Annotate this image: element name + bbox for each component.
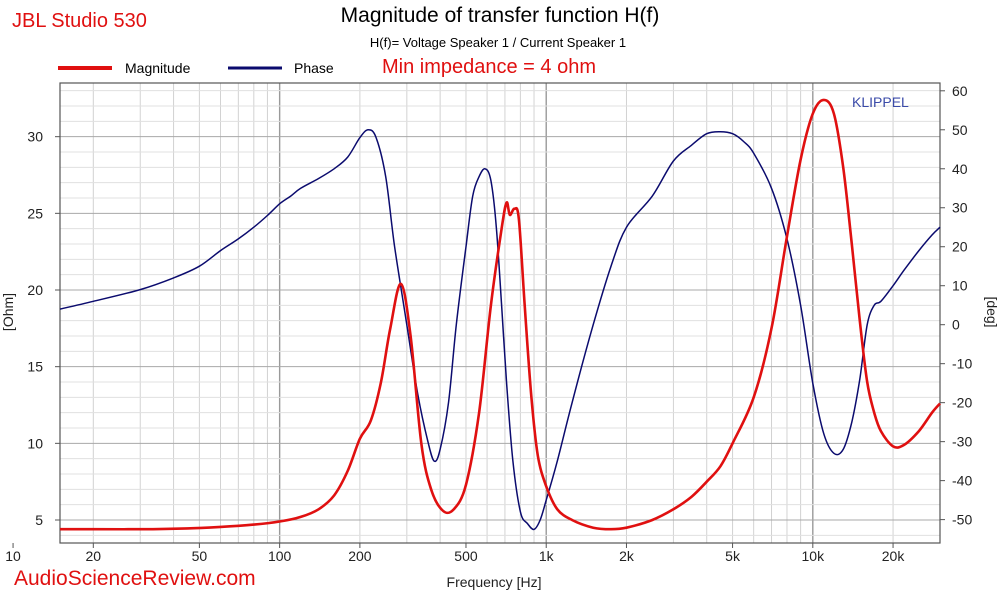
y-right-tick-label: -40 — [952, 473, 972, 489]
min-impedance-annotation: Min impedance = 4 ohm — [382, 56, 596, 78]
x-tick-label: 20k — [882, 548, 906, 564]
y-right-tick-label: 0 — [952, 317, 960, 333]
x-tick-label: 5k — [725, 548, 741, 564]
y-left-tick-label: 15 — [27, 359, 43, 375]
y-left-tick-label: 30 — [27, 129, 43, 145]
x-tick-label: 10 — [5, 548, 21, 564]
y-left-tick-labels: 5 10 15 20 25 30 — [27, 129, 60, 528]
y-right-tick-label: 10 — [952, 278, 968, 294]
legend-magnitude-label: Magnitude — [125, 60, 191, 76]
y-right-tick-label: 30 — [952, 200, 968, 216]
x-tick-label: 50 — [192, 548, 208, 564]
y-left-tick-label: 5 — [35, 512, 43, 528]
y-left-tick-label: 10 — [27, 435, 43, 451]
grid — [60, 83, 941, 543]
plot-frame — [59, 82, 941, 544]
site-watermark: AudioScienceReview.com — [14, 567, 256, 590]
chart-subtitle: H(f)= Voltage Speaker 1 / Current Speake… — [370, 35, 626, 50]
y-right-tick-label: -50 — [952, 512, 972, 528]
legend-phase-label: Phase — [294, 60, 334, 76]
y-left-tick-label: 25 — [27, 205, 43, 221]
y-right-axis-label: [deg] — [984, 296, 1000, 327]
y-right-tick-label: 50 — [952, 122, 968, 138]
x-tick-label: 20 — [86, 548, 102, 564]
x-tick-label: 2k — [619, 548, 635, 564]
y-right-tick-label: -20 — [952, 395, 972, 411]
klippel-watermark: KLIPPEL — [852, 94, 909, 110]
x-axis-label: Frequency [Hz] — [447, 574, 542, 590]
y-left-tick-label: 20 — [27, 282, 43, 298]
y-right-tick-label: 20 — [952, 239, 968, 255]
x-tick-label: 200 — [348, 548, 372, 564]
y-right-tick-labels: -50 -40 -30 -20 -10 0 10 20 30 40 50 60 — [940, 83, 972, 528]
y-right-tick-label: -30 — [952, 434, 972, 450]
x-tick-label: 500 — [454, 548, 478, 564]
y-right-tick-label: 60 — [952, 83, 968, 99]
chart-title: Magnitude of transfer function H(f) — [341, 4, 660, 27]
y-left-axis-label: [Ohm] — [0, 293, 16, 331]
magnitude-series-line — [60, 98, 941, 531]
y-right-tick-label: 40 — [952, 161, 968, 177]
x-tick-label: 1k — [539, 548, 555, 564]
x-tick-label: 10k — [802, 548, 826, 564]
product-name: JBL Studio 530 — [12, 10, 147, 32]
series-lines — [59, 98, 941, 531]
x-tick-label: 100 — [268, 548, 292, 564]
x-tick-labels: 251020501002005001k2k5k10k20k — [5, 543, 906, 564]
phase-series-line — [59, 129, 941, 531]
y-right-tick-label: -10 — [952, 356, 972, 372]
